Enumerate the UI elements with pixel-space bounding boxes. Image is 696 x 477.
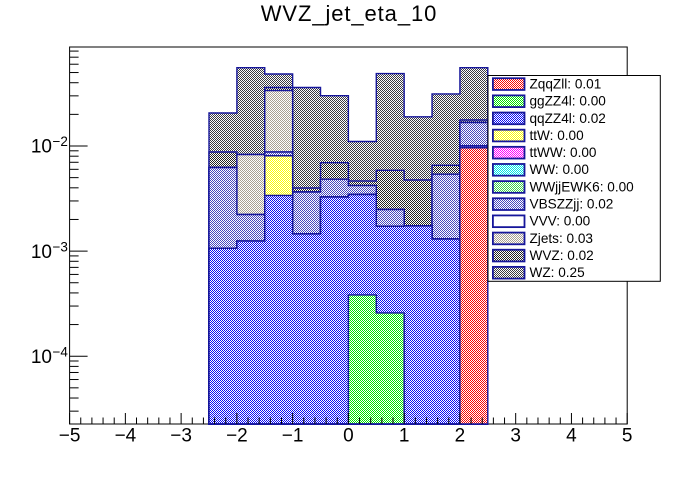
svg-text:qqZZ4l: 0.02: qqZZ4l: 0.02 bbox=[530, 111, 606, 126]
svg-text:10: 10 bbox=[31, 137, 52, 158]
svg-text:−2: −2 bbox=[53, 134, 68, 149]
svg-text:WVZ_jet_eta_10: WVZ_jet_eta_10 bbox=[261, 1, 437, 26]
svg-text:ttW: 0.00: ttW: 0.00 bbox=[530, 128, 585, 143]
svg-text:4: 4 bbox=[566, 426, 577, 447]
svg-text:−3: −3 bbox=[53, 239, 68, 254]
svg-text:0: 0 bbox=[343, 426, 354, 447]
svg-text:1: 1 bbox=[399, 426, 410, 447]
svg-text:10: 10 bbox=[31, 347, 52, 368]
svg-text:2: 2 bbox=[455, 426, 466, 447]
svg-text:WW: 0.00: WW: 0.00 bbox=[530, 162, 590, 177]
svg-text:−3: −3 bbox=[170, 426, 192, 447]
svg-text:−4: −4 bbox=[115, 426, 137, 447]
svg-text:5: 5 bbox=[622, 426, 633, 447]
svg-text:WVZ: 0.02: WVZ: 0.02 bbox=[530, 248, 594, 263]
svg-text:WWjjEWK6: 0.00: WWjjEWK6: 0.00 bbox=[530, 179, 635, 194]
svg-text:VVV: 0.00: VVV: 0.00 bbox=[530, 214, 591, 229]
svg-text:ttWW: 0.00: ttWW: 0.00 bbox=[530, 145, 597, 160]
svg-text:3: 3 bbox=[510, 426, 521, 447]
svg-text:−5: −5 bbox=[59, 426, 81, 447]
svg-text:−1: −1 bbox=[282, 426, 304, 447]
svg-text:−2: −2 bbox=[226, 426, 248, 447]
svg-text:WZ: 0.25: WZ: 0.25 bbox=[530, 265, 585, 280]
svg-text:10: 10 bbox=[31, 242, 52, 263]
svg-text:VBSZZjj: 0.02: VBSZZjj: 0.02 bbox=[530, 197, 614, 212]
svg-text:ZqqZll: 0.01: ZqqZll: 0.01 bbox=[530, 76, 602, 91]
svg-text:Zjets: 0.03: Zjets: 0.03 bbox=[530, 231, 593, 246]
svg-text:ggZZ4l: 0.00: ggZZ4l: 0.00 bbox=[530, 94, 607, 109]
svg-text:−4: −4 bbox=[53, 344, 69, 359]
